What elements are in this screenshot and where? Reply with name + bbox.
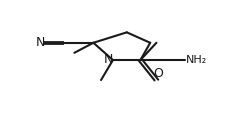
Text: NH₂: NH₂ xyxy=(186,55,207,65)
Text: N: N xyxy=(36,36,45,49)
Text: N: N xyxy=(104,53,113,66)
Text: O: O xyxy=(153,67,163,80)
